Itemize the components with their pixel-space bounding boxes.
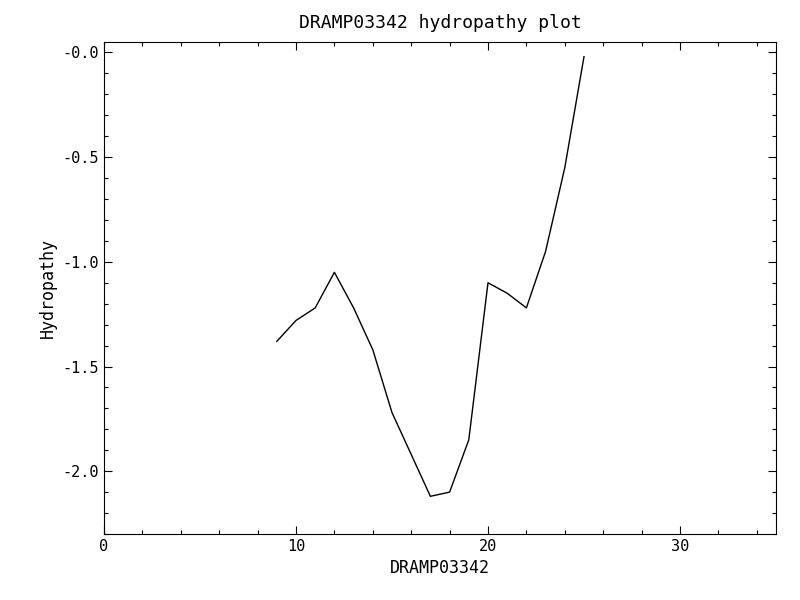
Y-axis label: Hydropathy: Hydropathy: [39, 238, 57, 338]
Title: DRAMP03342 hydropathy plot: DRAMP03342 hydropathy plot: [298, 14, 582, 32]
X-axis label: DRAMP03342: DRAMP03342: [390, 559, 490, 577]
